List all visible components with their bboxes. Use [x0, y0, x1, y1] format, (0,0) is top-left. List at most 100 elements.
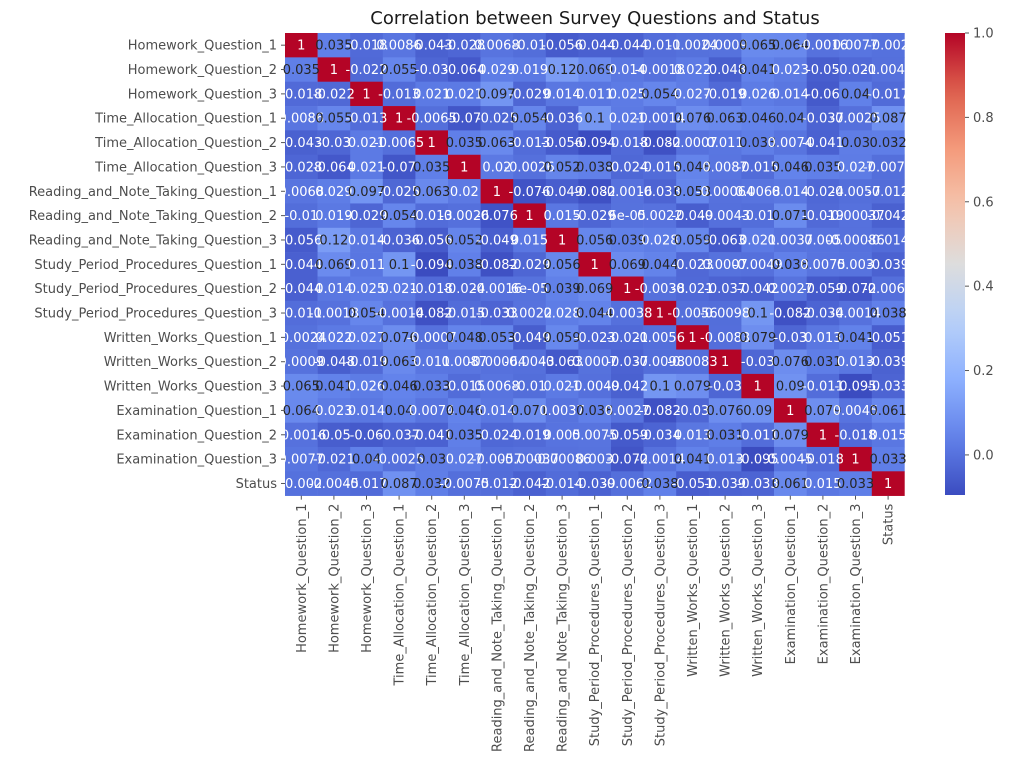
heatmap-cell — [382, 276, 416, 302]
heatmap-cell — [806, 373, 840, 399]
cell-value-label: -0.082 — [769, 307, 811, 322]
heatmap-cell — [741, 57, 775, 82]
cell-value-label: 0.021 — [446, 87, 483, 102]
cell-value-label: -0.0007 — [667, 136, 717, 151]
cell-value-label: -0.013 — [378, 87, 420, 102]
heatmap-cell — [806, 106, 840, 131]
y-tick-label: Examination_Question_2 — [116, 428, 277, 443]
cell-value-label: 0.027 — [446, 453, 483, 468]
cell-value-label: 1 — [754, 380, 762, 395]
cell-value-label: -0.034 — [639, 428, 681, 443]
cell-value-label: -0.01 — [741, 209, 775, 224]
heatmap-cell — [545, 446, 579, 472]
cell-value-label: -0.028 — [280, 160, 322, 175]
heatmap-cell — [774, 106, 807, 131]
heatmap-cell — [350, 373, 384, 399]
heatmap-cell — [382, 57, 416, 82]
cell-annotations: 1 0.035-0.0180.0086-0.043-0.0280.0068-0.0… — [276, 39, 913, 492]
x-tick-label: Status — [882, 503, 897, 545]
heatmap-cell — [806, 276, 840, 302]
heatmap-cell — [676, 154, 710, 180]
chart-title: Correlation between Survey Questions and… — [370, 8, 819, 29]
cell-value-label: 0.12 — [319, 233, 348, 248]
heatmap-cell — [578, 471, 612, 496]
heatmap-cell — [545, 300, 579, 326]
heatmap-cell — [415, 203, 449, 229]
colorbar-tick-label: 0.6 — [973, 195, 994, 210]
heatmap-cell — [480, 106, 514, 131]
cell-value-label: -0.056 — [541, 39, 583, 54]
heatmap-cell — [708, 179, 742, 204]
heatmap-cell — [578, 446, 612, 472]
heatmap-cell — [611, 203, 644, 229]
heatmap-cell — [448, 106, 481, 131]
cell-value-label: -0.019 — [802, 209, 844, 224]
heatmap-cell — [806, 179, 840, 204]
cell-value-label: -0.0016 — [276, 428, 326, 443]
heatmap-cell — [448, 276, 481, 302]
heatmap-cell — [350, 446, 384, 472]
cell-value-label: 0.031 — [706, 428, 743, 443]
heatmap-cell — [774, 325, 807, 350]
heatmap-cell — [480, 33, 514, 58]
heatmap-cell — [350, 227, 384, 253]
heatmap-cell — [708, 422, 742, 448]
heatmap-cell — [741, 179, 775, 204]
heatmap-cell — [350, 57, 384, 82]
heatmap-cell — [676, 179, 710, 204]
heatmap-cell — [382, 227, 416, 253]
heatmap-cell — [382, 130, 416, 156]
cell-value-label: -0.00037 — [500, 453, 558, 468]
heatmap-cell — [741, 252, 775, 277]
cell-value-label: -0.072 — [835, 282, 877, 297]
cell-value-label: 0.0007 — [702, 258, 748, 273]
cell-value-label: -0.018 — [835, 428, 877, 443]
heatmap-cell — [350, 33, 384, 58]
cell-value-label: 6e-05 — [511, 282, 549, 297]
heatmap-cell — [545, 57, 579, 82]
cell-value-label: 0.071 — [511, 404, 548, 419]
cell-value-label: -0.00086 — [826, 233, 884, 248]
cell-value-label: 0.0007 — [572, 355, 618, 370]
heatmap-cell — [871, 252, 905, 277]
cell-value-label: -0.0056 — [635, 331, 685, 346]
cell-value-label: 0.12 — [548, 63, 577, 78]
cell-value-label: -0.072 — [606, 453, 648, 468]
cell-value-label: 0.022 — [315, 331, 352, 346]
heatmap-cell — [513, 349, 547, 375]
cell-value-label: -0.041 — [411, 428, 453, 443]
heatmap-cell — [611, 349, 644, 375]
heatmap-cell — [285, 203, 318, 229]
heatmap-cell — [643, 422, 677, 448]
heatmap-cell — [611, 33, 644, 58]
cell-value-label: 0.028 — [641, 233, 678, 248]
heatmap-cell — [415, 471, 449, 496]
cell-value-label: 0.021 — [739, 233, 776, 248]
cell-value-label: 0.029 — [315, 185, 352, 200]
cell-value-label: 0.04 — [776, 112, 805, 127]
cell-value-label: 0.04 — [841, 87, 870, 102]
heatmap-cell — [545, 130, 579, 156]
cell-value-label: -0.056 — [541, 136, 583, 151]
heatmap-cell — [676, 276, 710, 302]
cell-value-label: -0.013 — [509, 136, 551, 151]
cell-value-label: -0.076 — [509, 185, 551, 200]
cell-value-label: 0.0022 — [637, 209, 683, 224]
heatmap-cell — [317, 154, 351, 180]
cell-value-label: -0.0083 — [700, 331, 750, 346]
heatmap-cell — [317, 422, 351, 448]
cell-value-label: 0.027 — [674, 87, 711, 102]
cell-value-label: -0.03 — [317, 136, 351, 151]
y-tick-label: Written_Works_Question_2 — [104, 355, 277, 370]
cell-value-label: -0.051 — [867, 331, 909, 346]
cell-value-label: 0.041 — [674, 453, 711, 468]
cell-value-label: 0.033 — [739, 136, 776, 151]
cell-value-label: -0.018 — [411, 282, 453, 297]
cell-value-label: -0.0024 — [276, 331, 326, 346]
colorbar-tick-label: 0.0 — [973, 448, 994, 463]
heatmap-cell — [317, 471, 351, 496]
cell-value-label: 0.015 — [869, 428, 906, 443]
heatmap-cell — [415, 57, 449, 82]
heatmap-cell — [513, 446, 547, 472]
cell-value-label: 0.038 — [772, 258, 809, 273]
